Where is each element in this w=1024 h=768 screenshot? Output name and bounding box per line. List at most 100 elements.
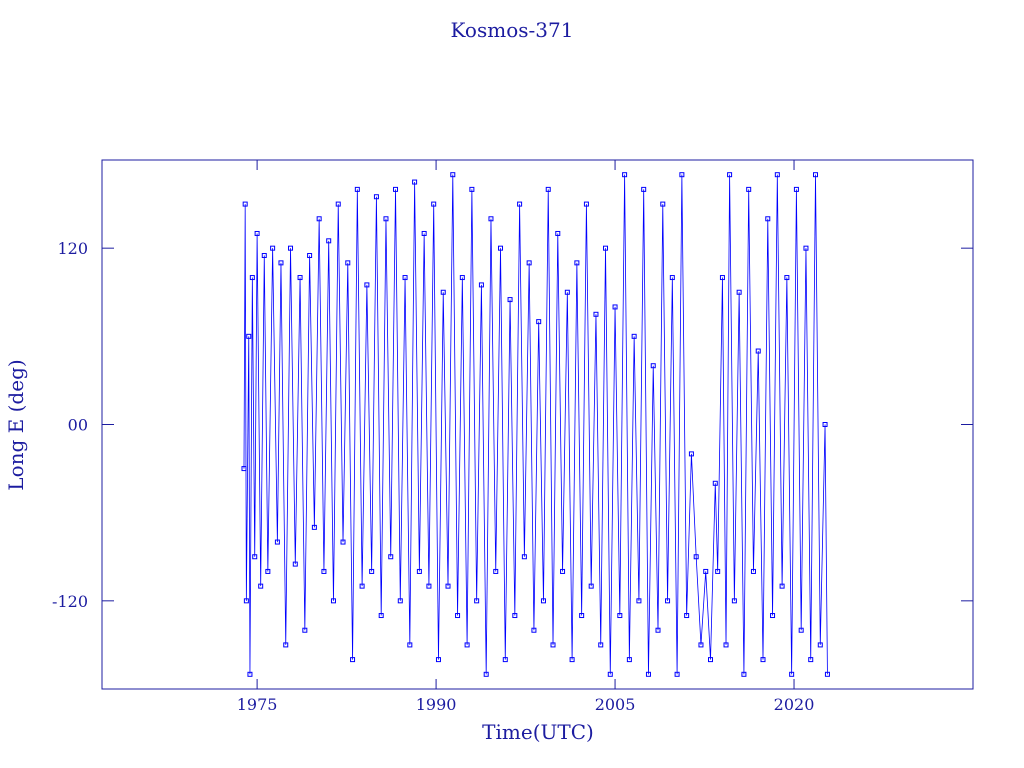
data-point (297, 275, 303, 281)
chart-title: Kosmos-371 (451, 18, 574, 42)
data-point (793, 186, 799, 192)
data-point (265, 568, 271, 574)
data-point (326, 238, 332, 244)
data-point (302, 627, 308, 633)
data-point (765, 216, 771, 222)
data-point (545, 186, 551, 192)
x-tick-label: 1975 (237, 695, 278, 714)
data-point (373, 194, 379, 200)
data-point (278, 260, 284, 266)
data-point (550, 642, 556, 648)
data-point (350, 657, 356, 663)
data-point (824, 671, 830, 677)
data-point (483, 671, 489, 677)
data-point (803, 245, 809, 251)
data-point (512, 613, 518, 619)
data-point (364, 282, 370, 288)
data-point (388, 554, 394, 560)
data-point (641, 186, 647, 192)
data-point (521, 554, 527, 560)
data-point (426, 583, 432, 589)
data-point (698, 642, 704, 648)
data-point (321, 568, 327, 574)
y-axis-label: Long E (deg) (4, 359, 28, 490)
data-point (631, 333, 637, 339)
data-point (526, 260, 532, 266)
data-point (574, 260, 580, 266)
data-point (560, 568, 566, 574)
data-point (588, 583, 594, 589)
data-point (502, 657, 508, 663)
data-point (464, 642, 470, 648)
data-point (727, 172, 733, 178)
data-point (474, 598, 480, 604)
data-point (421, 230, 427, 236)
data-point (719, 275, 725, 281)
data-line (243, 174, 828, 675)
data-point (407, 642, 413, 648)
x-tick-label: 2005 (595, 695, 636, 714)
data-point (760, 657, 766, 663)
data-point (603, 245, 609, 251)
data-point (330, 598, 336, 604)
data-point (469, 186, 475, 192)
data-point (755, 348, 761, 354)
data-point (712, 480, 718, 486)
data-point (688, 451, 694, 457)
data-point (383, 216, 389, 222)
data-point (750, 568, 756, 574)
data-point (650, 363, 656, 369)
data-point (274, 539, 280, 545)
data-point (822, 422, 828, 427)
data-point (715, 568, 721, 574)
data-point (459, 275, 465, 281)
data-point (412, 179, 418, 185)
data-point (665, 598, 671, 604)
x-tick-label: 2020 (774, 695, 815, 714)
data-point (593, 311, 599, 317)
data-point (645, 671, 651, 677)
data-point (335, 201, 341, 207)
data-point (270, 245, 276, 251)
data-point (617, 613, 623, 619)
data-point (354, 186, 360, 192)
data-point (746, 186, 752, 192)
data-point (261, 253, 267, 259)
data-point (292, 561, 298, 567)
data-point (579, 613, 585, 619)
data-point (736, 289, 742, 295)
data-point (402, 275, 408, 281)
data-point (540, 598, 546, 604)
data-point (241, 466, 247, 472)
data-point (517, 201, 523, 207)
data-point (507, 297, 513, 303)
data-point (808, 657, 814, 663)
data-point (723, 642, 729, 648)
data-point (622, 172, 628, 178)
data-point (431, 201, 437, 207)
data-point (311, 524, 317, 530)
data-point (242, 201, 248, 207)
data-point (359, 583, 365, 589)
data-point (416, 568, 422, 574)
x-axis-label: Time(UTC) (482, 720, 594, 744)
data-point (435, 657, 441, 663)
data-point (607, 671, 613, 677)
data-point (246, 333, 252, 339)
y-tick-label: 00 (68, 416, 88, 435)
y-tick-label: 120 (57, 239, 88, 258)
data-point (813, 172, 819, 178)
data-point (770, 613, 776, 619)
data-point (488, 216, 494, 222)
data-point (450, 172, 456, 178)
data-point (247, 671, 253, 677)
data-point (660, 201, 666, 207)
data-point (703, 568, 709, 574)
data-point (252, 554, 258, 560)
data-point (655, 627, 661, 633)
x-tick-label: 1990 (416, 695, 457, 714)
data-point (369, 568, 375, 574)
data-point (636, 598, 642, 604)
data-point (569, 657, 575, 663)
